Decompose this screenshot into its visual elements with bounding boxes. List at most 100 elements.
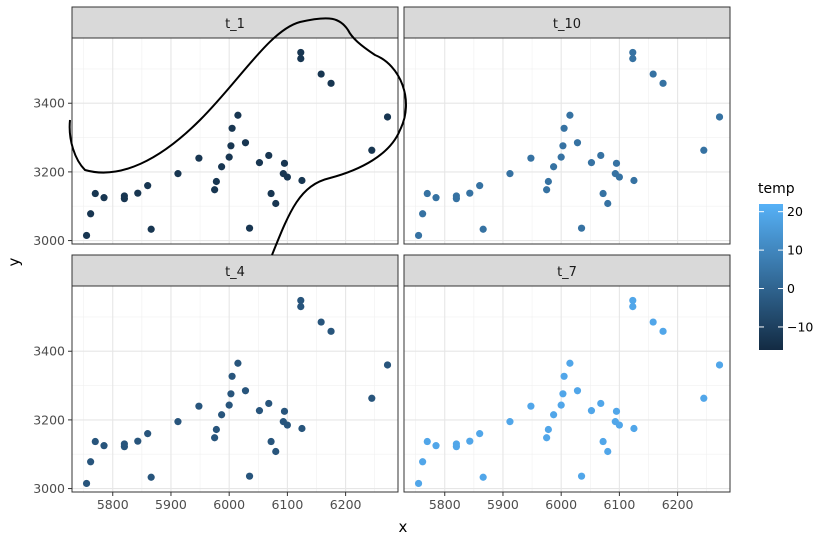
data-point bbox=[423, 189, 431, 198]
data-point bbox=[649, 70, 657, 78]
data-point bbox=[615, 421, 623, 429]
freehand-annotation-stroke bbox=[68, 17, 407, 256]
data-point bbox=[700, 146, 708, 154]
data-point bbox=[587, 159, 596, 167]
data-point bbox=[234, 111, 242, 119]
data-point bbox=[383, 361, 392, 369]
data-point bbox=[297, 55, 305, 63]
data-point bbox=[560, 372, 568, 380]
data-point bbox=[147, 225, 155, 233]
data-point bbox=[144, 430, 152, 438]
data-point bbox=[577, 472, 586, 480]
data-point bbox=[587, 407, 596, 415]
facet-strip-label: t_4 bbox=[225, 265, 245, 280]
data-point bbox=[573, 139, 582, 147]
data-point bbox=[629, 55, 637, 63]
data-point bbox=[255, 159, 264, 167]
data-point bbox=[466, 437, 474, 445]
panel-border bbox=[403, 285, 731, 493]
panel-background bbox=[404, 38, 730, 244]
data-point bbox=[452, 440, 460, 448]
data-point bbox=[272, 199, 280, 208]
data-point bbox=[550, 411, 558, 419]
x-tick-label: 6000 bbox=[545, 497, 577, 512]
x-axis-title: x bbox=[399, 518, 408, 534]
panel-background bbox=[404, 286, 730, 492]
data-point bbox=[559, 390, 567, 398]
data-point bbox=[283, 173, 291, 181]
data-point bbox=[225, 153, 233, 161]
facet-panel: t_4 3000 3200 3400 5800 5900 6000 6100 6200 bbox=[33, 254, 399, 512]
panel-background bbox=[72, 286, 398, 492]
data-point bbox=[245, 472, 254, 480]
data-point bbox=[255, 407, 264, 415]
data-point bbox=[604, 199, 612, 208]
panel-border bbox=[403, 37, 731, 245]
x-tick-label: 5800 bbox=[429, 497, 461, 512]
data-point bbox=[283, 421, 291, 429]
data-point bbox=[227, 142, 235, 150]
y-tick-label: 3200 bbox=[33, 412, 65, 427]
data-point bbox=[700, 394, 708, 402]
data-point bbox=[87, 458, 95, 466]
data-point bbox=[476, 182, 484, 190]
legend-ticks: 20 10 0 −10 bbox=[759, 204, 813, 334]
panel-border bbox=[71, 285, 399, 493]
data-point bbox=[715, 361, 724, 369]
y-tick-label: 3400 bbox=[33, 344, 65, 359]
data-point bbox=[298, 176, 306, 185]
data-point bbox=[419, 210, 427, 218]
x-tick-label: 5900 bbox=[155, 497, 187, 512]
facet-panel: t_1 3000 3200 3400 bbox=[33, 6, 399, 248]
data-point bbox=[629, 303, 637, 311]
data-point bbox=[211, 186, 219, 194]
data-point bbox=[195, 402, 203, 410]
data-point bbox=[212, 177, 220, 186]
data-point bbox=[715, 113, 724, 121]
data-point bbox=[573, 387, 582, 395]
legend-tick-label: −10 bbox=[787, 319, 813, 334]
data-point bbox=[317, 318, 325, 326]
data-point bbox=[91, 437, 99, 446]
x-tick-label: 5800 bbox=[97, 497, 129, 512]
data-point bbox=[476, 430, 484, 438]
data-point bbox=[267, 189, 275, 198]
data-point bbox=[241, 387, 250, 395]
data-point bbox=[134, 437, 142, 445]
data-point bbox=[317, 70, 325, 78]
data-point bbox=[265, 151, 273, 160]
data-point bbox=[479, 225, 487, 233]
data-point bbox=[91, 189, 99, 198]
x-tick-label: 6200 bbox=[330, 497, 362, 512]
data-point bbox=[543, 434, 551, 442]
data-point bbox=[527, 402, 535, 410]
data-point bbox=[419, 458, 427, 466]
data-point bbox=[560, 124, 568, 132]
data-point bbox=[452, 192, 460, 200]
data-point bbox=[298, 424, 306, 433]
data-point bbox=[604, 447, 612, 456]
data-point bbox=[506, 170, 514, 178]
data-point bbox=[432, 442, 440, 450]
data-point bbox=[211, 434, 219, 442]
data-point bbox=[174, 418, 182, 426]
y-tick-label: 3000 bbox=[33, 481, 65, 496]
data-point bbox=[368, 394, 376, 402]
data-point bbox=[599, 437, 607, 446]
data-point bbox=[630, 424, 638, 433]
data-point bbox=[423, 437, 431, 446]
y-tick-label: 3400 bbox=[33, 96, 65, 111]
data-point bbox=[597, 399, 605, 408]
data-point bbox=[120, 440, 128, 448]
data-point bbox=[297, 296, 305, 305]
data-point bbox=[87, 210, 95, 218]
data-point bbox=[615, 173, 623, 181]
data-point bbox=[368, 146, 376, 154]
data-point bbox=[559, 142, 567, 150]
x-tick-label: 6100 bbox=[603, 497, 635, 512]
facet-strip-label: t_10 bbox=[553, 17, 581, 32]
legend-colorbar bbox=[759, 204, 783, 350]
data-point bbox=[147, 473, 155, 481]
